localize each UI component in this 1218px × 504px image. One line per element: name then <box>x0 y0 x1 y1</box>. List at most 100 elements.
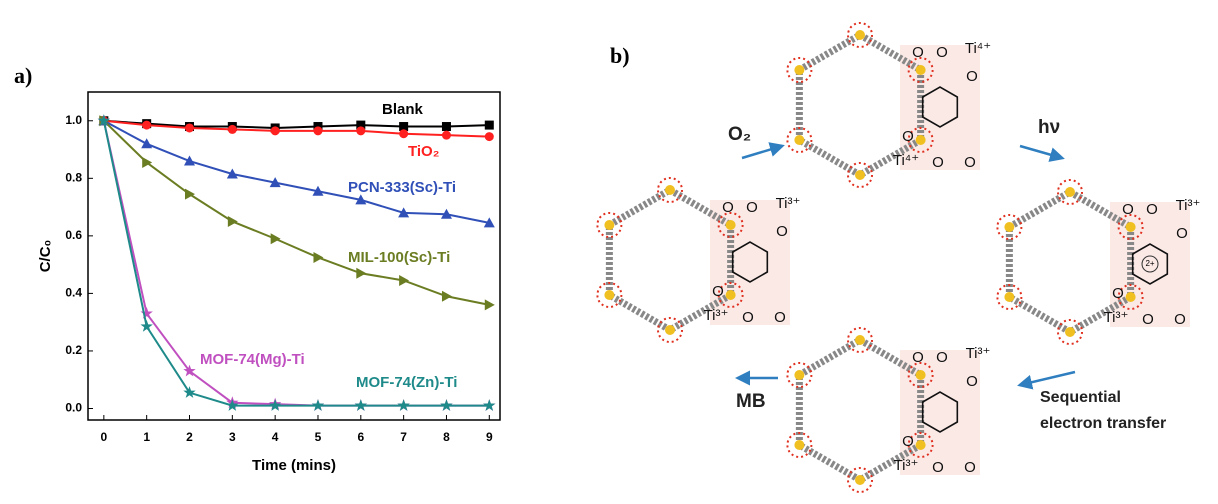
cluster <box>657 177 683 203</box>
marker <box>270 126 280 136</box>
cluster <box>996 284 1023 310</box>
marker <box>183 386 196 398</box>
series-label: TiO₂ <box>408 143 439 160</box>
cluster-core <box>794 370 805 380</box>
benzene <box>921 391 959 433</box>
marker <box>142 156 153 168</box>
marker <box>313 251 324 263</box>
atom-label: O <box>1142 311 1154 328</box>
x-axis-label: Time (mins) <box>252 457 336 474</box>
cluster <box>1117 284 1144 310</box>
marker <box>356 267 367 279</box>
marker <box>270 233 281 245</box>
cluster <box>786 432 813 458</box>
marker <box>142 120 152 130</box>
marker <box>183 364 196 377</box>
marker <box>226 168 238 179</box>
arrow-label: Sequential <box>1040 389 1121 406</box>
x-tick-label: 7 <box>400 430 407 444</box>
marker <box>185 123 195 133</box>
charge-ring <box>1141 255 1159 273</box>
cluster-core <box>855 335 865 345</box>
cluster-core <box>1004 222 1015 232</box>
x-tick-label: 5 <box>315 430 322 444</box>
ti-label: Ti³⁺ <box>1104 309 1129 326</box>
arrow <box>1019 144 1065 162</box>
cluster-core <box>915 440 926 450</box>
y-tick-label: 0.2 <box>65 343 82 357</box>
y-axis-label: C/C₀ <box>37 240 54 273</box>
atom-label: O <box>936 349 948 366</box>
x-tick-label: 1 <box>143 430 150 444</box>
cluster <box>847 327 873 353</box>
arrow-label: hν <box>1038 117 1060 138</box>
atom-label: O <box>1112 285 1124 302</box>
marker <box>399 122 409 132</box>
arrow-label: MB <box>736 391 766 412</box>
x-tick-label: 9 <box>486 430 493 444</box>
atom-label: O <box>966 373 978 390</box>
cluster-core <box>915 135 926 145</box>
ti-label: Ti⁴⁺ <box>965 40 991 57</box>
cluster-core <box>725 220 736 230</box>
benzene <box>731 241 769 283</box>
atom-label: O <box>746 199 758 216</box>
marker <box>227 215 238 227</box>
atom-label: O <box>964 459 976 476</box>
x-tick-label: 0 <box>101 430 108 444</box>
marker <box>483 217 495 228</box>
marker <box>355 194 367 205</box>
ti-label: Ti³⁺ <box>704 307 729 324</box>
marker <box>399 129 409 139</box>
x-tick-label: 6 <box>357 430 364 444</box>
cluster <box>786 57 813 83</box>
atom-label: O <box>912 44 924 61</box>
series-line <box>102 120 490 407</box>
atom-label: O <box>966 68 978 85</box>
cluster-core <box>1065 327 1075 337</box>
cluster-core <box>855 170 865 180</box>
ti-label: Ti³⁺ <box>966 345 991 362</box>
atom-label: O <box>936 44 948 61</box>
cluster <box>847 467 873 493</box>
marker <box>441 130 451 140</box>
series-label: PCN-333(Sc)-Ti <box>348 179 456 196</box>
series-label: Blank <box>382 101 424 118</box>
cluster <box>907 57 934 83</box>
x-tick-label: 4 <box>272 430 279 444</box>
cluster <box>1057 179 1083 205</box>
y-tick-label: 0.0 <box>65 401 82 415</box>
ti-label: Ti⁴⁺ <box>893 152 919 169</box>
cluster-core <box>1125 222 1136 232</box>
marker <box>484 132 494 142</box>
y-tick-label: 0.8 <box>65 170 82 184</box>
atom-label: O <box>1176 225 1188 242</box>
cluster <box>596 212 623 238</box>
marker <box>226 399 239 411</box>
series-line <box>103 119 490 138</box>
arrow <box>741 142 785 160</box>
charge-label: 2+ <box>1145 259 1154 268</box>
marker <box>141 138 153 149</box>
plot-frame <box>87 91 501 421</box>
atom-label: O <box>912 349 924 366</box>
series-label: MIL-100(Sc)-Ti <box>348 249 450 266</box>
panel-label: b) <box>610 43 630 68</box>
marker <box>140 319 153 332</box>
cluster <box>717 282 744 308</box>
cluster <box>847 22 873 48</box>
cluster <box>717 212 744 238</box>
marker <box>356 126 366 136</box>
marker <box>398 207 410 218</box>
marker <box>484 120 494 130</box>
marker <box>268 399 282 411</box>
cluster-core <box>1004 292 1015 302</box>
atom-label: O <box>712 283 724 300</box>
y-tick-label: 1.0 <box>65 113 82 127</box>
atom-label: O <box>1174 311 1186 328</box>
cluster-core <box>915 370 926 380</box>
marker <box>483 399 496 411</box>
cluster <box>907 127 934 153</box>
cluster-core <box>1125 292 1136 302</box>
